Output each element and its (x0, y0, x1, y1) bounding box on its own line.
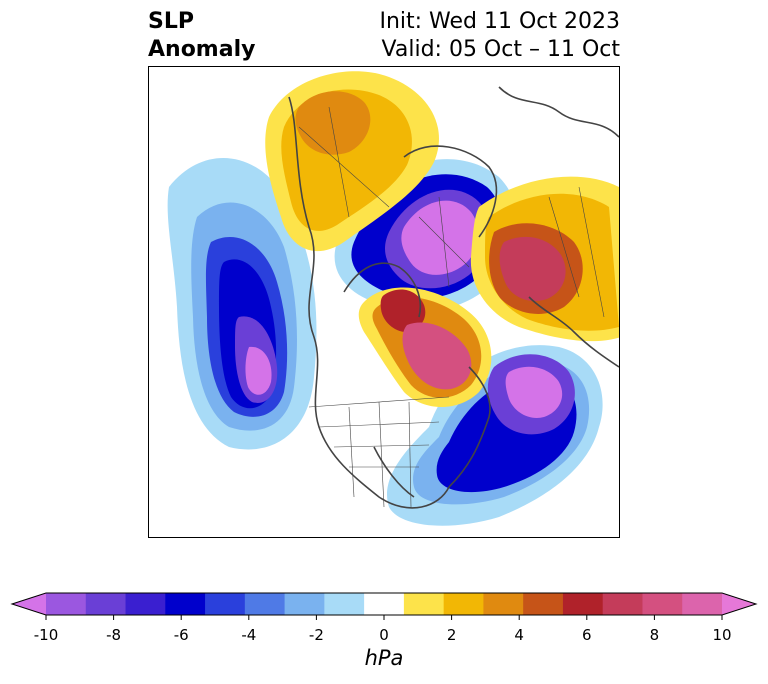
atlantic-low-anomaly (387, 345, 603, 526)
colorbar-cell (244, 593, 286, 615)
colorbar-cell (642, 593, 683, 615)
colorbar-tick-label: -4 (241, 626, 257, 644)
europe-high-anomaly (470, 176, 619, 342)
colorbar-unit: hPa (364, 646, 404, 670)
political-borders (298, 106, 605, 508)
colorbar-extend-high (722, 593, 756, 615)
anomaly-map (148, 66, 620, 538)
colorbar-tick-label: 0 (379, 626, 389, 644)
colorbar-tick-label: 4 (514, 626, 524, 644)
colorbar-cell (364, 593, 405, 615)
title-line-2: Anomaly (148, 37, 256, 62)
valid-period: Valid: 05 Oct – 11 Oct (381, 37, 620, 62)
coastlines (288, 86, 619, 509)
map-title: SLP Anomaly (148, 8, 255, 64)
anomaly-map-svg (167, 71, 619, 526)
colorbar-cell (324, 593, 365, 615)
colorbar-cell (165, 593, 206, 615)
colorbar-tick-label: 6 (582, 626, 592, 644)
init-time: Init: Wed 11 Oct 2023 (379, 9, 620, 34)
colorbar-cell (46, 593, 87, 615)
colorbar-cell (85, 593, 127, 615)
colorbar (10, 592, 758, 620)
colorbar-cell (284, 593, 325, 615)
forecast-info: Init: Wed 11 Oct 2023 Valid: 05 Oct – 11… (379, 8, 620, 64)
colorbar-cell (602, 593, 643, 615)
canada-high-anomaly (265, 71, 439, 252)
colorbar-cell (682, 593, 723, 615)
colorbar-tick-label: -10 (33, 626, 59, 644)
colorbar-cell (483, 593, 524, 615)
colorbar-tick-label: -2 (308, 626, 324, 644)
colorbar-tick-label: -6 (173, 626, 189, 644)
colorbar-tick-label: 2 (446, 626, 457, 644)
colorbar-cell (443, 593, 484, 615)
colorbar-extend-low (12, 593, 46, 615)
arctic-low-anomaly (334, 159, 518, 312)
title-line-1: SLP (148, 9, 194, 34)
colorbar-tick-label: 10 (712, 626, 732, 644)
colorbar-cell (125, 593, 166, 615)
colorbar-cell (523, 593, 564, 615)
colorbar-tick-label: -8 (106, 626, 122, 644)
central-high-anomaly (358, 287, 492, 407)
pacific-low-anomaly (167, 158, 317, 450)
colorbar-tick-label: 8 (649, 626, 660, 644)
colorbar-cell (403, 593, 445, 615)
colorbar-cell (562, 593, 604, 615)
colorbar-cell (205, 593, 246, 615)
